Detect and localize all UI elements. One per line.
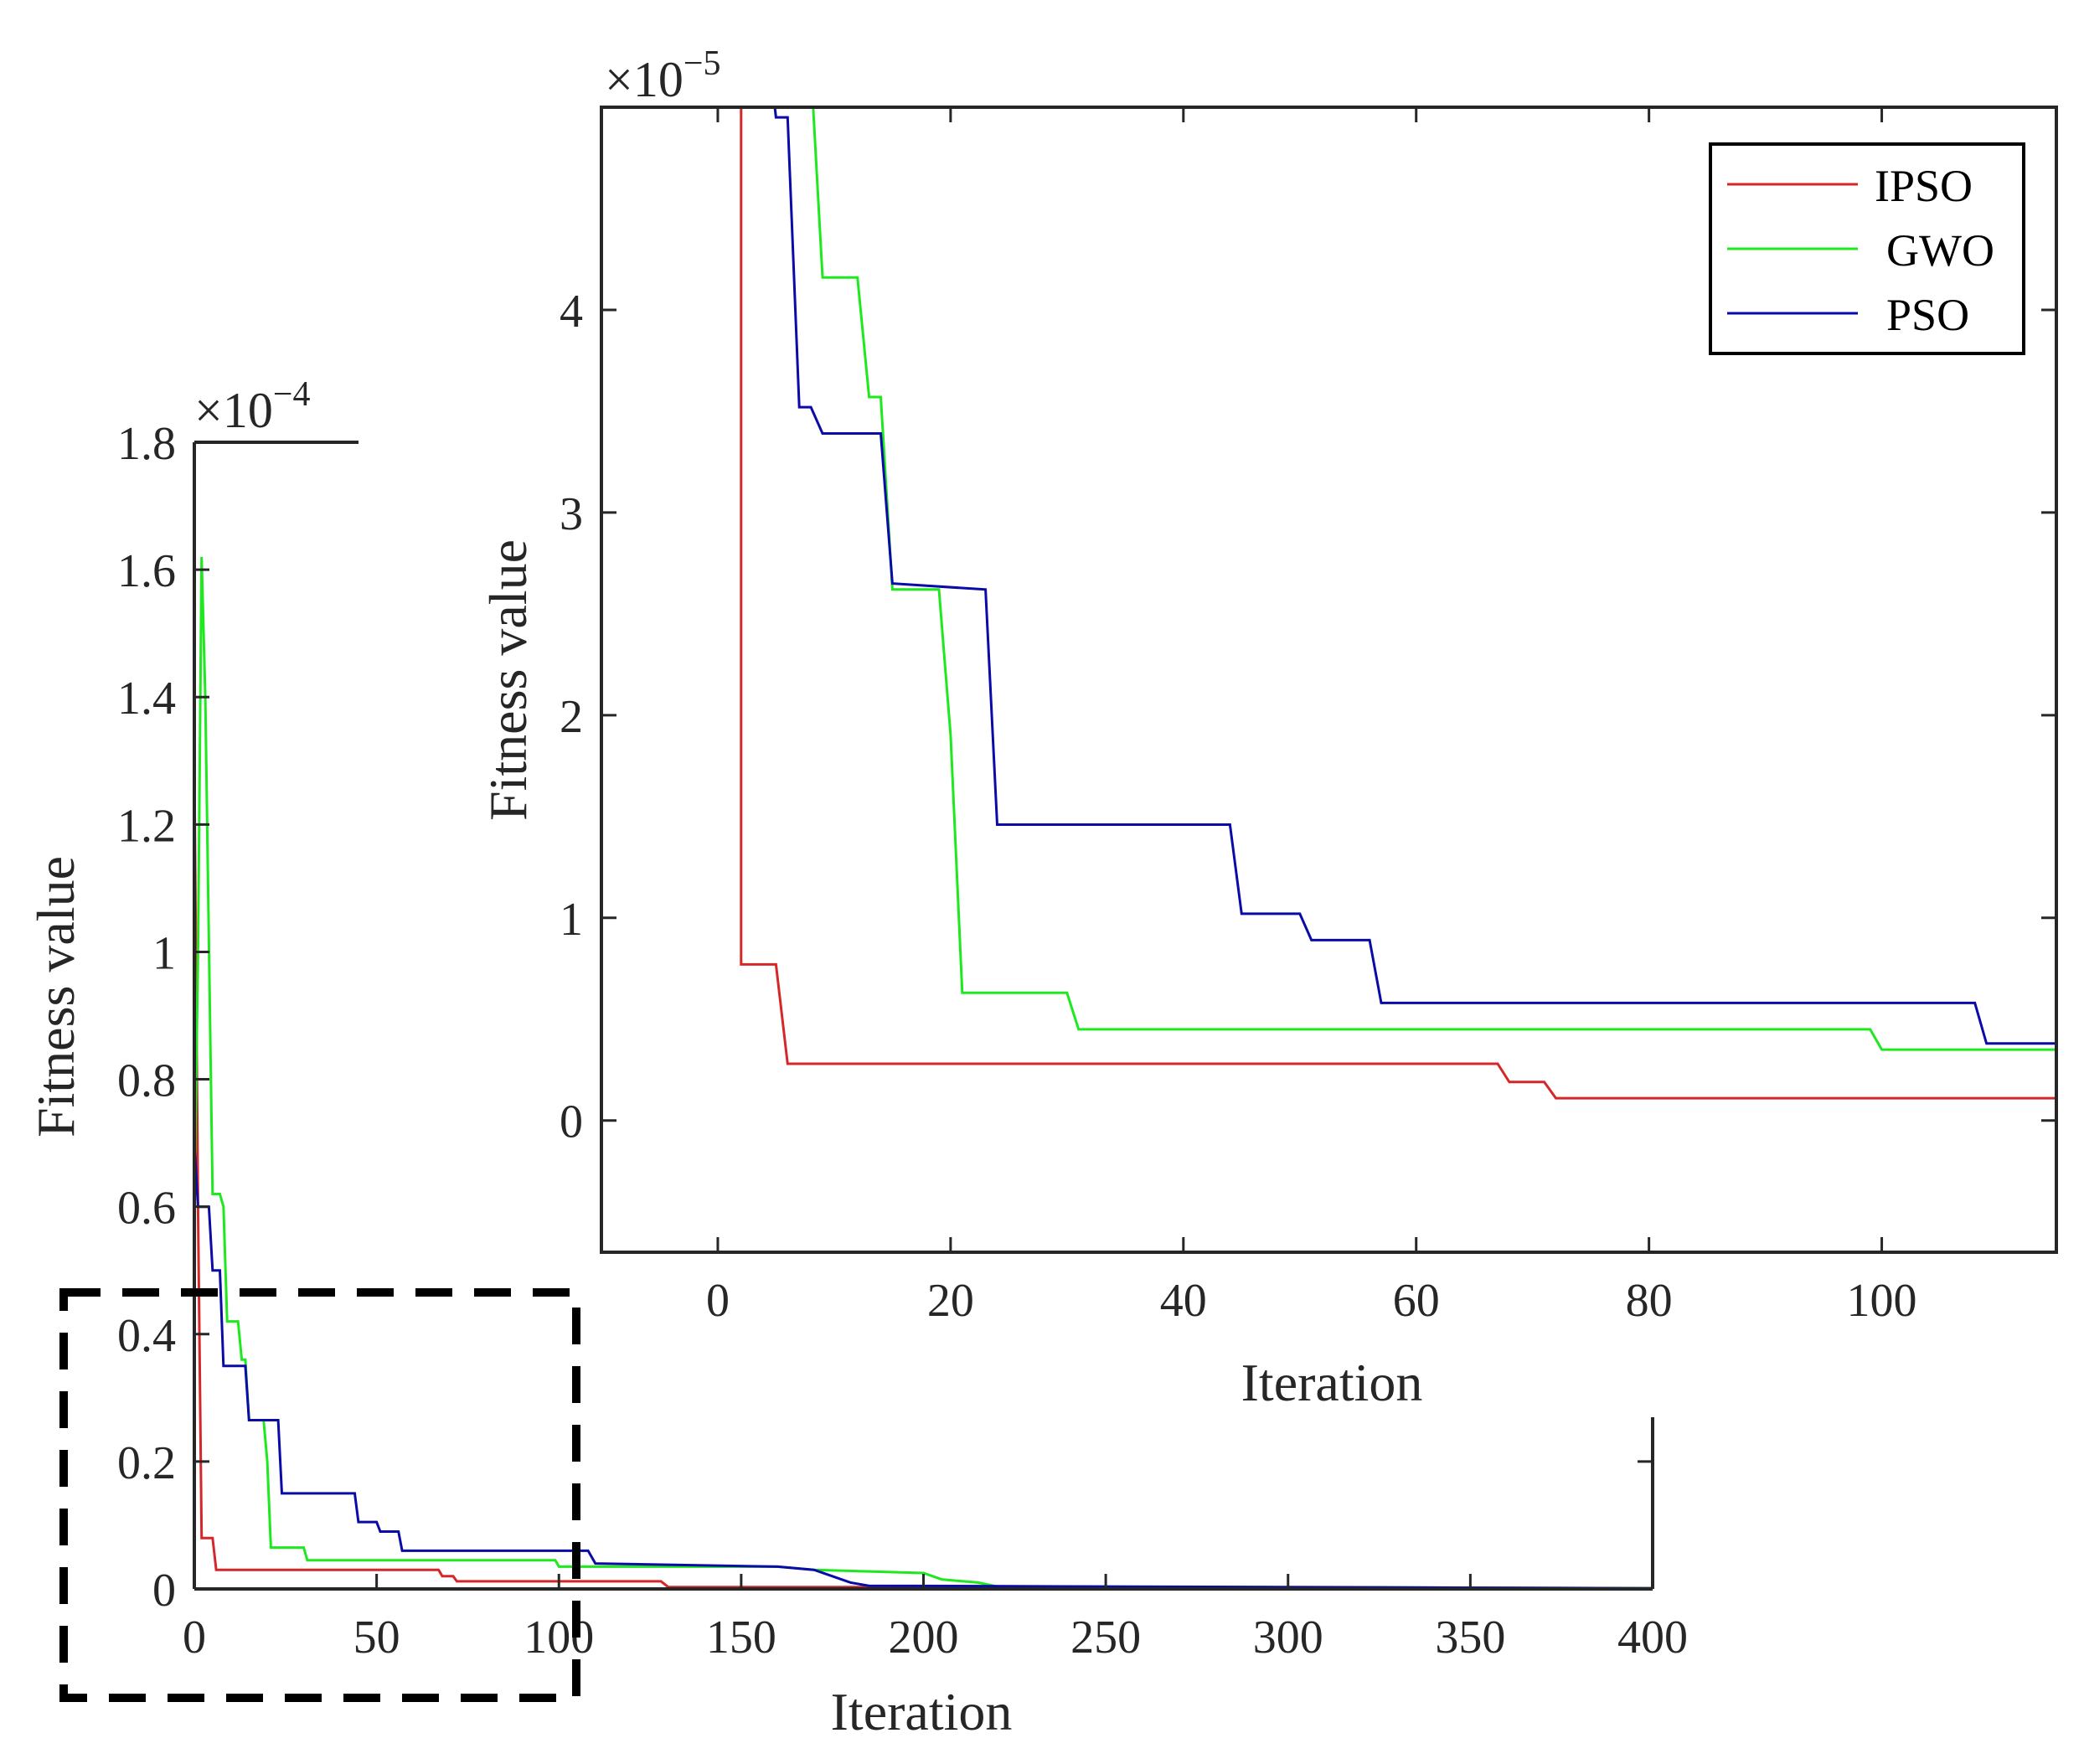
main-y-tick-label: 1.4 bbox=[117, 673, 176, 725]
main-series-group bbox=[194, 556, 1653, 1589]
inset-y-exponent-label: ×10−5 bbox=[605, 44, 721, 107]
inset-y-tick-label: 2 bbox=[560, 691, 583, 743]
main-y-exponent-label: ×10−4 bbox=[194, 375, 311, 438]
main-y-tick-label: 0.8 bbox=[117, 1055, 176, 1107]
inset-series-line-pso bbox=[773, 107, 2056, 1045]
main-ticks: 0 50 100 150 200 250 300 350 40000.20.40.60.811.… bbox=[117, 418, 1688, 1663]
legend: IPSO GWO PSO bbox=[1709, 142, 2025, 355]
main-y-tick-label: 1 bbox=[152, 927, 176, 979]
inset-y-tick-label: 1 bbox=[560, 894, 583, 946]
main-x-tick-label: 250 bbox=[1070, 1612, 1141, 1663]
main-x-tick-label: 150 bbox=[706, 1612, 776, 1663]
main-x-tick-label: 0 bbox=[183, 1612, 206, 1663]
main-x-tick-label: 400 bbox=[1617, 1612, 1688, 1663]
inset-x-tick-label: 20 bbox=[927, 1275, 974, 1327]
inset-series-line-ipso bbox=[740, 107, 2056, 1100]
main-x-tick-label: 300 bbox=[1253, 1612, 1323, 1663]
main-series-line-ipso bbox=[194, 761, 1653, 1589]
main-series-line-pso bbox=[194, 1142, 1653, 1589]
main-y-tick-label: 1.6 bbox=[117, 545, 176, 597]
inset-x-tick-label: 60 bbox=[1393, 1275, 1440, 1327]
inset-x-tick-label: 0 bbox=[706, 1275, 730, 1327]
inset-axes-box bbox=[600, 106, 2058, 1254]
main-y-tick-label: 1.8 bbox=[117, 418, 176, 470]
main-series-line-gwo bbox=[194, 556, 1653, 1589]
inset-ticks: 0 20 40 60 80 100 0 1 2 3 4 bbox=[560, 107, 2056, 1327]
legend-label-gwo: GWO bbox=[1886, 225, 1994, 276]
inset-x-tick-label: 80 bbox=[1626, 1275, 1673, 1327]
legend-label-ipso: IPSO bbox=[1875, 161, 1973, 211]
inset-x-tick-label: 100 bbox=[1847, 1275, 1917, 1327]
main-y-tick-label: 0.4 bbox=[117, 1310, 176, 1362]
inset-series-group bbox=[740, 107, 2056, 1100]
inset-axes bbox=[600, 106, 2058, 1254]
legend-label-pso: PSO bbox=[1886, 290, 1969, 340]
main-y-tick-label: 0.2 bbox=[117, 1437, 176, 1489]
main-x-tick-label: 50 bbox=[353, 1612, 400, 1663]
main-x-axis-label: Iteration bbox=[831, 1682, 1013, 1741]
inset-y-tick-label: 0 bbox=[560, 1096, 583, 1148]
main-plot: 0 50 100 150 200 250 300 350 40000.20.40.60.811.… bbox=[26, 375, 1688, 1741]
main-x-tick-label: 200 bbox=[889, 1612, 959, 1663]
main-x-tick-label: 100 bbox=[524, 1612, 594, 1663]
inset-y-tick-label: 4 bbox=[560, 286, 583, 338]
inset-x-axis-label: Iteration bbox=[1241, 1353, 1423, 1412]
inset-y-axis-label: Fitness value bbox=[478, 539, 538, 821]
main-y-axis-label: Fitness value bbox=[26, 856, 85, 1137]
inset-x-tick-label: 40 bbox=[1160, 1275, 1207, 1327]
main-y-tick-label: 1.2 bbox=[117, 800, 176, 852]
main-x-tick-label: 350 bbox=[1435, 1612, 1505, 1663]
inset-y-tick-label: 3 bbox=[560, 488, 583, 540]
zoom-region-box bbox=[59, 1288, 580, 1702]
inset-series-line-gwo bbox=[812, 107, 2056, 1051]
main-y-tick-label: 0.6 bbox=[117, 1183, 176, 1235]
inset-plot: 0 20 40 60 80 100 0 1 2 3 4 ×10−5 Iteration Fitnes… bbox=[478, 44, 2058, 1412]
main-y-tick-label: 0 bbox=[152, 1565, 176, 1617]
